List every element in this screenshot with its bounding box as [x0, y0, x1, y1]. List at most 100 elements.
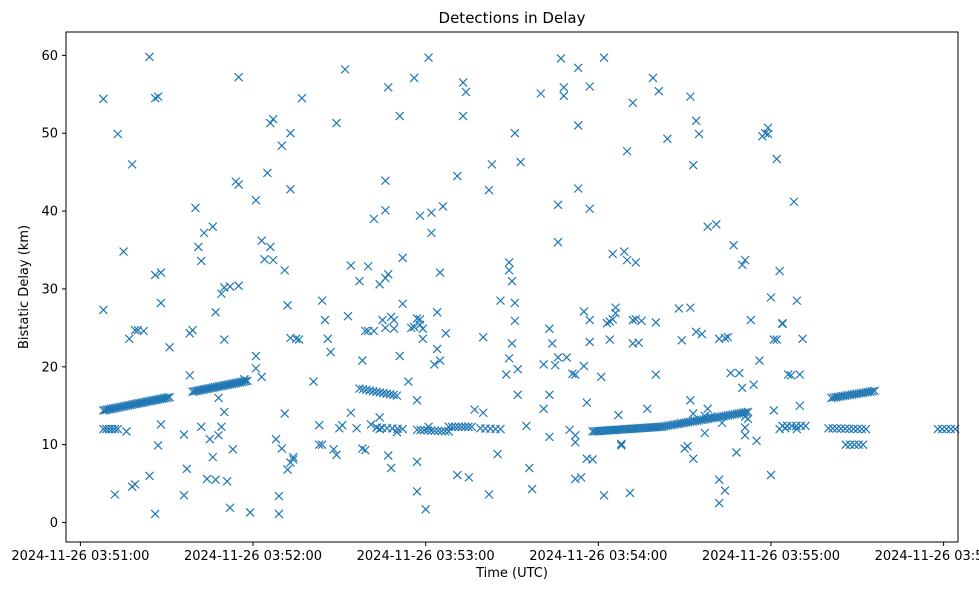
data-point — [795, 401, 805, 411]
data-point — [124, 334, 134, 344]
data-point — [251, 351, 261, 361]
data-point — [504, 353, 514, 363]
data-point — [766, 293, 776, 302]
data-point — [556, 54, 566, 63]
data-point — [536, 89, 546, 98]
data-point — [185, 370, 195, 380]
data-point — [611, 308, 621, 318]
data-point — [375, 412, 385, 422]
data-point — [286, 184, 295, 194]
data-point — [585, 315, 595, 325]
data-point — [283, 300, 292, 310]
data-point — [504, 265, 514, 275]
data-point — [867, 386, 877, 396]
data-point — [582, 398, 592, 408]
data-point — [524, 463, 534, 473]
data-point — [553, 200, 563, 210]
data-point — [383, 269, 393, 279]
data-point — [163, 393, 173, 402]
data-point — [122, 427, 131, 436]
data-point — [139, 326, 149, 336]
data-point — [792, 424, 802, 434]
data-point — [688, 409, 698, 418]
data-point — [398, 424, 408, 434]
data-point — [421, 504, 431, 514]
data-point — [257, 236, 267, 246]
data-point — [585, 82, 595, 91]
data-point — [596, 372, 606, 382]
data-point — [654, 86, 664, 96]
data-point — [588, 455, 597, 464]
data-point — [795, 370, 805, 380]
data-point — [467, 422, 477, 432]
data-point — [769, 405, 779, 415]
data-point — [841, 440, 851, 450]
data-point — [651, 370, 661, 380]
chart-title: Detections in Delay — [439, 9, 586, 27]
data-point — [780, 423, 790, 433]
data-point — [614, 410, 623, 420]
data-point — [688, 160, 698, 170]
data-point — [191, 203, 200, 213]
data-point — [156, 268, 166, 278]
data-point — [225, 503, 235, 513]
data-point — [760, 128, 770, 138]
data-point — [389, 324, 399, 334]
data-point — [789, 197, 799, 207]
data-point — [585, 337, 595, 347]
data-point — [599, 490, 609, 500]
data-point — [703, 222, 713, 232]
data-point — [430, 426, 440, 436]
data-point — [521, 421, 531, 431]
data-point — [458, 78, 468, 88]
data-point — [685, 92, 695, 102]
data-point — [857, 424, 867, 434]
x-tick-label: 2024-11-26 03:55:00 — [702, 549, 840, 564]
data-point — [196, 256, 206, 266]
data-point — [205, 434, 215, 444]
data-point — [544, 432, 554, 442]
data-point — [631, 314, 641, 324]
data-point — [749, 380, 759, 390]
data-point — [740, 423, 750, 432]
data-point — [460, 422, 470, 432]
data-point — [743, 414, 753, 424]
data-point — [427, 228, 436, 238]
x-axis-label: Time (UTC) — [475, 566, 548, 581]
data-point — [193, 242, 203, 252]
data-point — [196, 422, 206, 432]
data-point — [208, 222, 218, 232]
data-point — [265, 118, 275, 128]
data-point — [685, 303, 695, 313]
data-point — [317, 440, 327, 450]
data-point — [726, 368, 736, 378]
data-point — [711, 219, 721, 229]
data-point — [179, 490, 189, 500]
data-point — [677, 335, 687, 345]
data-point — [478, 332, 488, 342]
data-point — [242, 376, 252, 386]
data-point — [547, 339, 557, 348]
data-point — [937, 424, 947, 434]
data-point — [130, 479, 140, 489]
data-point — [484, 185, 494, 195]
data-point — [380, 176, 390, 186]
data-point — [849, 424, 858, 434]
data-point — [415, 320, 425, 330]
data-point — [854, 440, 864, 450]
data-point — [283, 465, 292, 475]
y-tick-label: 10 — [41, 438, 58, 453]
data-point — [763, 129, 773, 139]
y-tick-label: 20 — [41, 360, 58, 375]
data-point — [625, 488, 635, 498]
data-point — [602, 318, 612, 328]
data-point — [766, 470, 776, 480]
data-point — [487, 159, 497, 169]
data-point — [378, 388, 388, 398]
data-point — [251, 363, 261, 373]
data-point — [464, 472, 474, 482]
data-point — [395, 351, 405, 361]
data-point — [332, 450, 341, 460]
data-point — [608, 249, 618, 259]
data-point — [228, 444, 238, 454]
